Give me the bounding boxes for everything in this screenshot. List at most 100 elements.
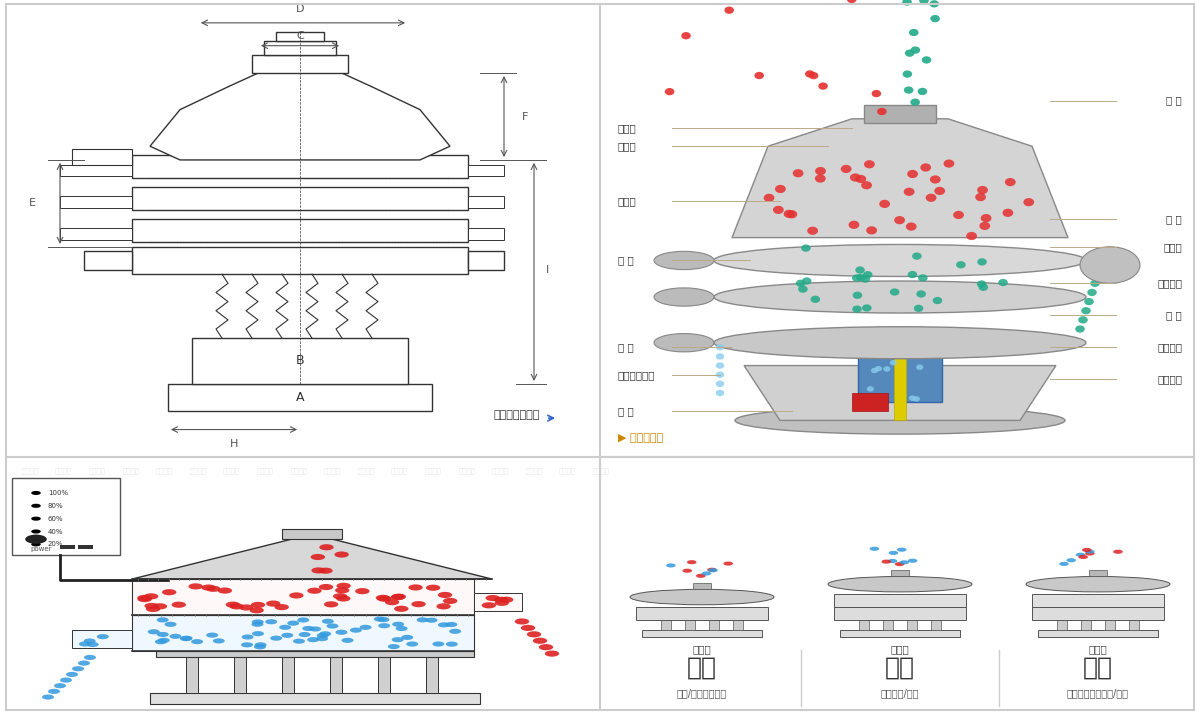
Circle shape	[426, 618, 438, 623]
Bar	[1090, 570, 1108, 576]
Circle shape	[979, 222, 990, 230]
Circle shape	[31, 530, 41, 533]
Circle shape	[25, 535, 47, 544]
Circle shape	[755, 72, 764, 79]
Circle shape	[391, 594, 406, 600]
Circle shape	[943, 159, 954, 168]
Circle shape	[31, 543, 41, 546]
Circle shape	[715, 353, 725, 360]
Circle shape	[499, 597, 514, 603]
Text: 网 架: 网 架	[1166, 214, 1182, 224]
Circle shape	[883, 366, 890, 372]
Circle shape	[763, 193, 774, 202]
Text: 筛分原理: 筛分原理	[559, 467, 576, 474]
Text: 防尘盖: 防尘盖	[618, 141, 637, 151]
Bar	[60, 196, 132, 208]
Circle shape	[545, 650, 559, 657]
Circle shape	[281, 633, 293, 638]
Circle shape	[932, 297, 942, 304]
Text: 100%: 100%	[48, 490, 68, 496]
Circle shape	[217, 588, 232, 593]
Circle shape	[902, 0, 912, 6]
Circle shape	[896, 548, 906, 552]
Bar	[186, 655, 198, 693]
Circle shape	[144, 603, 158, 609]
Circle shape	[805, 70, 815, 78]
Circle shape	[715, 363, 725, 368]
Circle shape	[918, 274, 928, 281]
Bar	[132, 247, 468, 274]
Circle shape	[324, 601, 338, 608]
Circle shape	[930, 176, 941, 183]
Text: 筛分原理: 筛分原理	[425, 467, 442, 474]
Circle shape	[336, 595, 350, 602]
Circle shape	[978, 283, 988, 291]
Ellipse shape	[630, 589, 774, 605]
Circle shape	[904, 188, 914, 196]
Circle shape	[169, 634, 181, 639]
Ellipse shape	[654, 288, 714, 306]
Text: 筛分原理: 筛分原理	[89, 467, 106, 474]
Circle shape	[157, 638, 169, 643]
Circle shape	[412, 601, 426, 607]
Circle shape	[293, 638, 305, 644]
Circle shape	[391, 593, 406, 600]
Text: 筛分原理: 筛分原理	[55, 467, 72, 474]
Circle shape	[715, 390, 725, 396]
Circle shape	[696, 574, 706, 578]
Circle shape	[78, 660, 90, 665]
Circle shape	[900, 560, 910, 564]
Circle shape	[254, 644, 266, 650]
Circle shape	[206, 633, 218, 638]
Circle shape	[206, 585, 221, 592]
Circle shape	[266, 600, 281, 607]
Circle shape	[815, 167, 826, 175]
Bar	[282, 655, 294, 693]
Circle shape	[907, 170, 918, 178]
Circle shape	[913, 305, 923, 312]
Circle shape	[977, 186, 988, 194]
Circle shape	[871, 90, 881, 97]
Bar	[1038, 630, 1158, 637]
Circle shape	[54, 683, 66, 688]
Circle shape	[802, 244, 811, 252]
Text: 双层式: 双层式	[1088, 645, 1108, 655]
Text: 外形尺寸示意图: 外形尺寸示意图	[493, 411, 540, 421]
Text: 筛分原理: 筛分原理	[358, 467, 374, 474]
Text: 单层式: 单层式	[692, 645, 712, 655]
Text: 分级: 分级	[686, 655, 718, 680]
Text: 颗粒/粉末准确分级: 颗粒/粉末准确分级	[677, 688, 727, 698]
Bar	[468, 164, 504, 176]
Circle shape	[1114, 550, 1123, 554]
Circle shape	[953, 211, 964, 219]
Circle shape	[907, 271, 917, 278]
Circle shape	[66, 672, 78, 677]
Circle shape	[241, 643, 253, 648]
Circle shape	[1024, 198, 1034, 206]
Bar	[72, 149, 132, 164]
Bar	[858, 338, 942, 402]
Text: 去除异物/结块: 去除异物/结块	[881, 688, 919, 698]
Text: 运输固定螺栓: 运输固定螺栓	[618, 370, 655, 380]
Circle shape	[913, 396, 920, 402]
Circle shape	[250, 607, 264, 613]
Circle shape	[374, 616, 386, 622]
Bar	[642, 630, 762, 637]
Bar	[1129, 620, 1139, 630]
Text: 筛 盘: 筛 盘	[1166, 311, 1182, 321]
Circle shape	[925, 193, 936, 202]
Circle shape	[481, 602, 496, 608]
Text: F: F	[522, 111, 528, 121]
Bar	[192, 338, 408, 384]
Ellipse shape	[734, 407, 1066, 434]
Circle shape	[1087, 288, 1097, 296]
Circle shape	[157, 632, 169, 637]
Circle shape	[1079, 555, 1088, 559]
Circle shape	[311, 554, 325, 560]
Circle shape	[796, 280, 805, 287]
Circle shape	[784, 210, 794, 218]
Bar	[282, 529, 342, 539]
Circle shape	[818, 82, 828, 90]
Circle shape	[521, 625, 535, 631]
Bar	[1032, 595, 1164, 608]
